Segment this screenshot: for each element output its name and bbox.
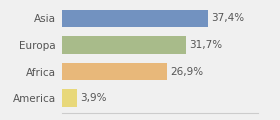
Text: 26,9%: 26,9% bbox=[170, 66, 203, 77]
Text: 3,9%: 3,9% bbox=[80, 93, 106, 103]
Text: 31,7%: 31,7% bbox=[189, 40, 222, 50]
Bar bbox=[62, 90, 77, 107]
Bar bbox=[62, 63, 167, 80]
Text: 37,4%: 37,4% bbox=[211, 13, 244, 23]
Bar bbox=[62, 10, 208, 27]
Bar bbox=[62, 36, 186, 54]
